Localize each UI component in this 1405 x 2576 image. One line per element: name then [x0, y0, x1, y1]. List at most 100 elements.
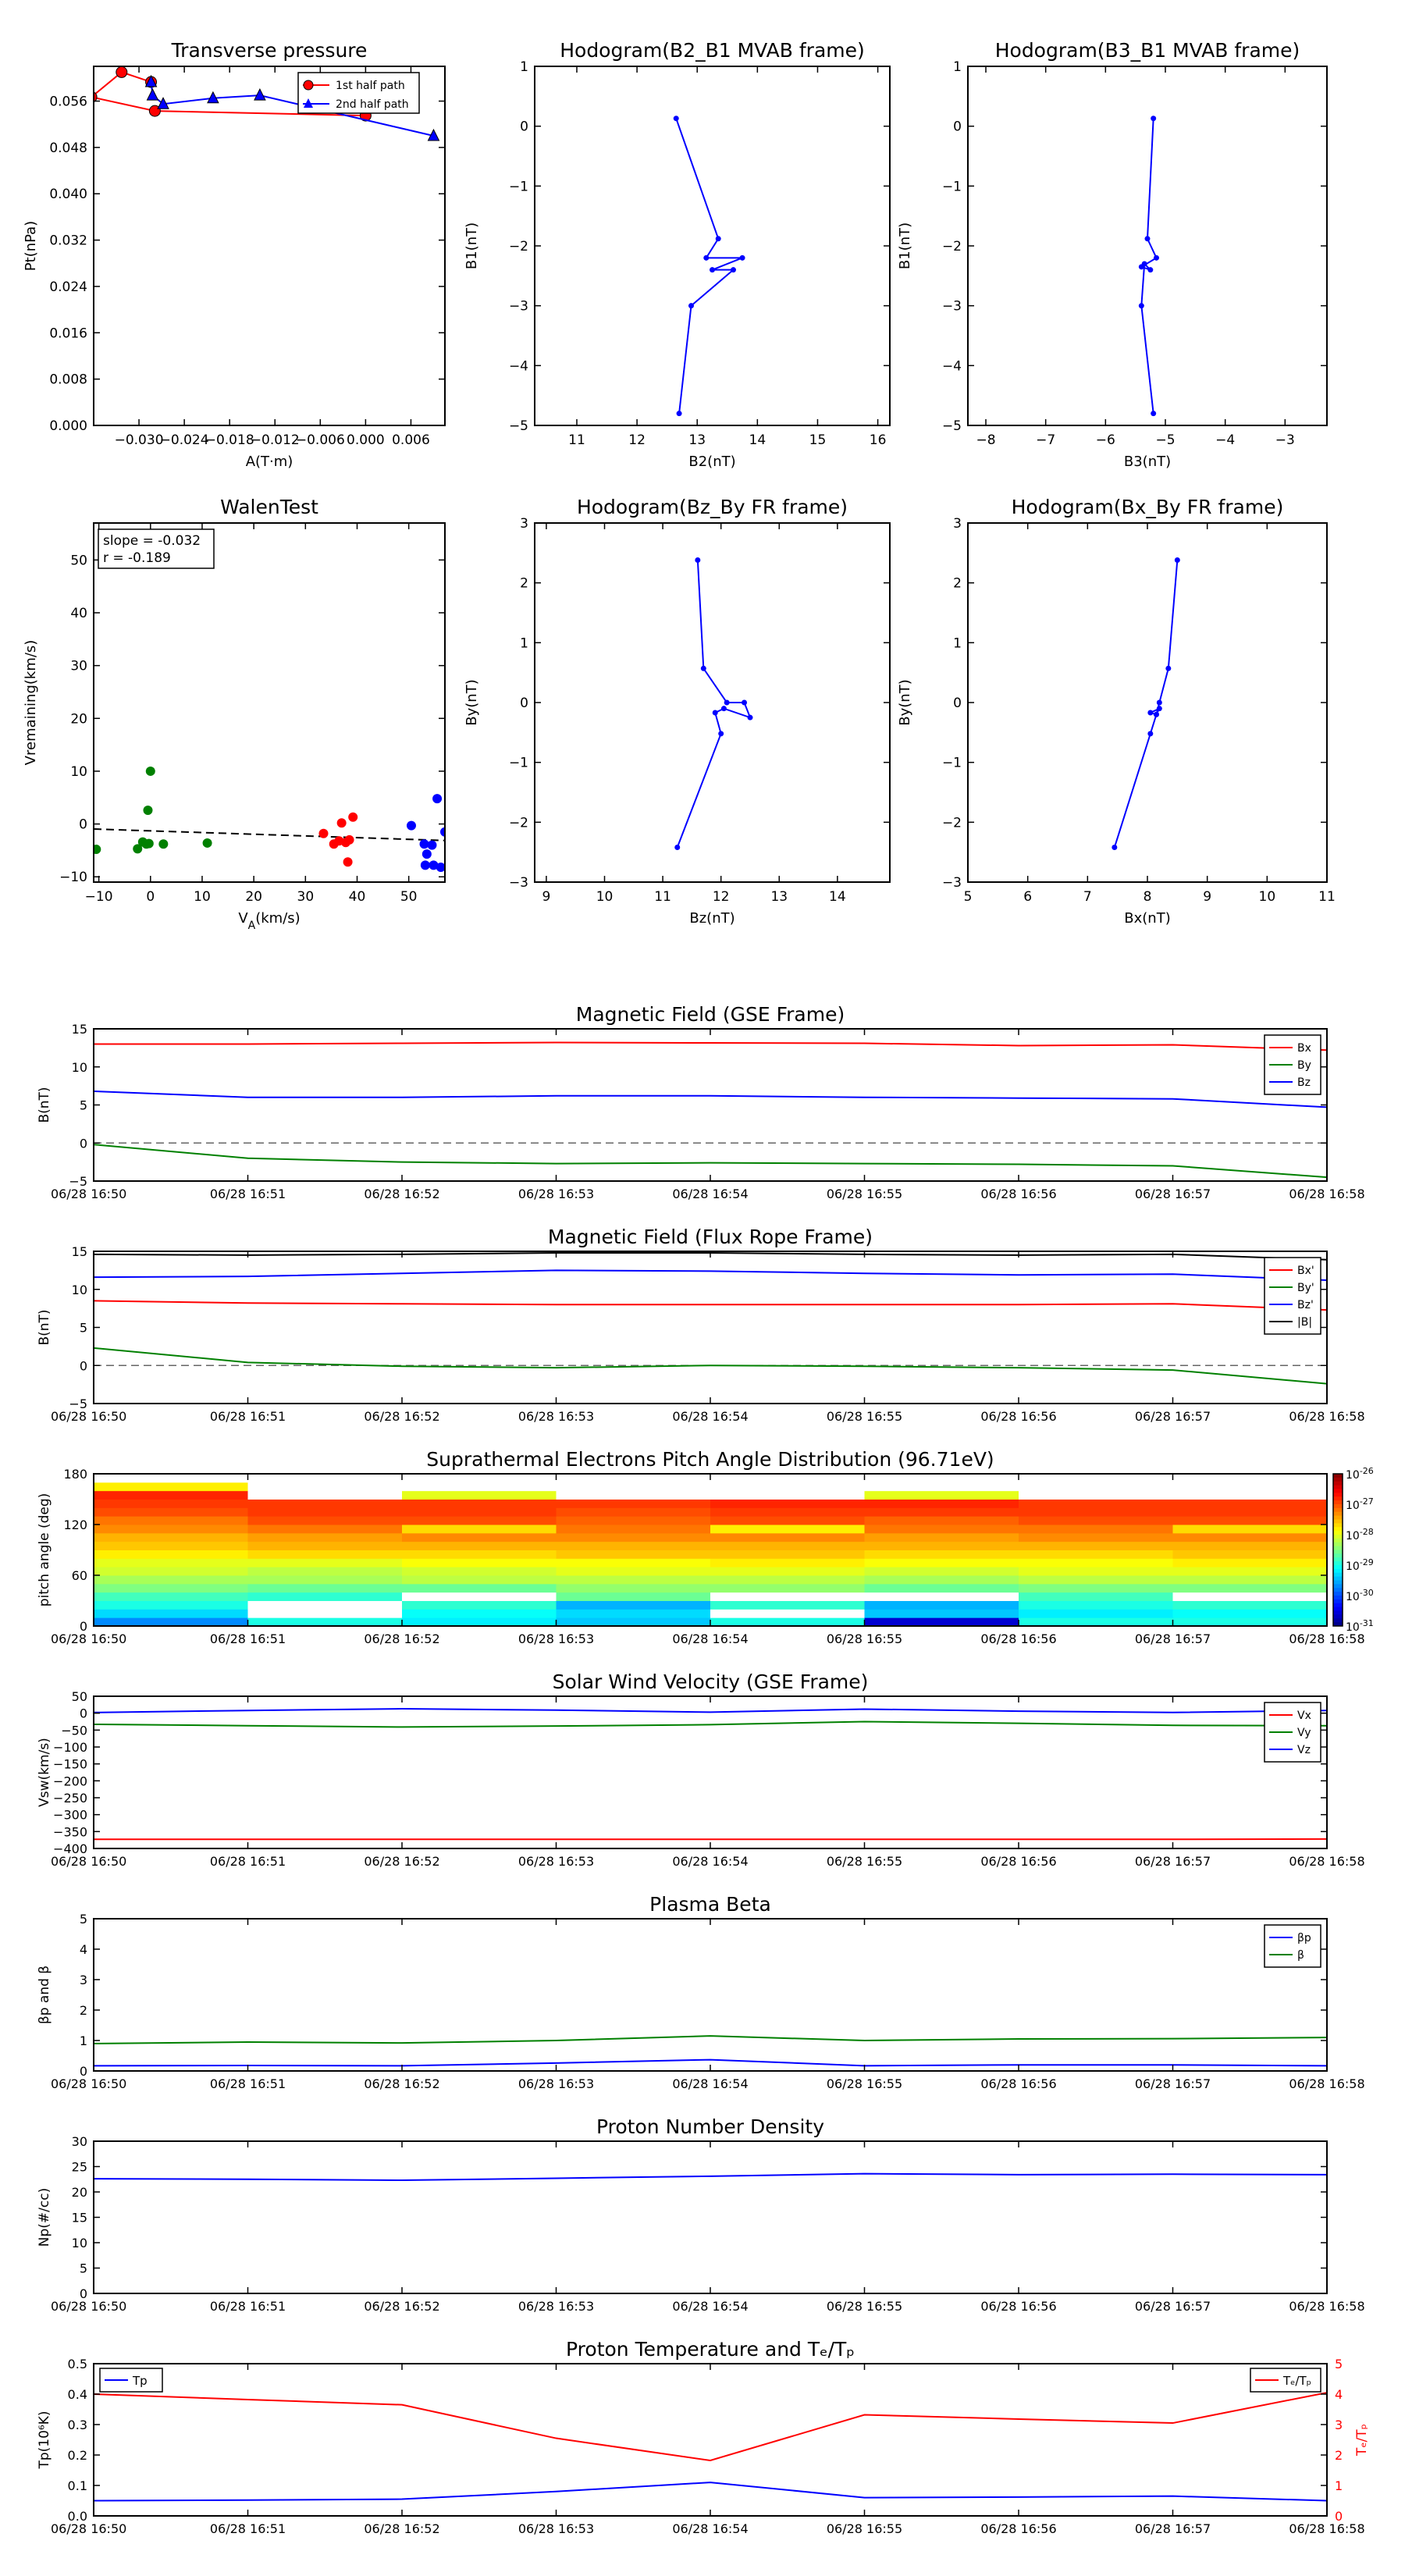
hodo-bzby-ytick-label: 3 — [520, 516, 528, 532]
pad-cell — [1172, 1575, 1328, 1585]
pad-colorbar-step — [1333, 1565, 1343, 1570]
pad-cell — [556, 1525, 711, 1534]
walen-xtick-label: 20 — [245, 889, 262, 905]
pad-cell — [402, 1583, 557, 1593]
pad-cell — [710, 1600, 865, 1610]
vsw-ytick-label: −350 — [53, 1824, 87, 1839]
transverse-legend-label: 1st half path — [336, 80, 405, 92]
walen-point — [429, 860, 439, 870]
vsw-ylabel: Vsw(km/s) — [37, 1738, 52, 1807]
pad-cell — [556, 1532, 711, 1542]
walen-annotation-box — [98, 528, 215, 569]
pad-cell — [247, 1490, 403, 1500]
beta-legend-box — [1264, 1924, 1321, 1968]
pad-cell — [1172, 1550, 1328, 1559]
pad-colorbar-step — [1333, 1527, 1343, 1532]
pad-cell — [556, 1567, 711, 1576]
np-ylabel: Np(#/cc) — [37, 2188, 52, 2247]
walen-fit-line — [94, 828, 445, 841]
np-xtick-label: 06/28 16:50 — [51, 2299, 126, 2314]
hodo-b3b1-point — [1151, 411, 1157, 417]
hodo-bxby-xtick-label: 8 — [1144, 889, 1152, 905]
vsw-legend-label: Vx — [1297, 1710, 1311, 1722]
pad-cell — [864, 1583, 1019, 1593]
transverse-point — [116, 66, 128, 78]
transverse-title: Transverse pressure — [171, 39, 368, 62]
pad-cell — [710, 1617, 865, 1627]
pad-cell — [402, 1600, 557, 1610]
pad-cell — [402, 1592, 557, 1601]
pad-cell — [864, 1516, 1019, 1525]
np-ytick-label: 15 — [72, 2211, 87, 2226]
beta-xtick-label: 06/28 16:52 — [364, 2076, 439, 2091]
bfr-xtick-label: 06/28 16:54 — [672, 1409, 748, 1424]
beta-series-2-line — [94, 2035, 1327, 2044]
pad-cell — [864, 1490, 1019, 1500]
transverse-xtick-label: 0.000 — [347, 432, 385, 448]
pad-cell — [556, 1592, 711, 1601]
pad-cell — [94, 1482, 248, 1492]
walen-ytick-label: 20 — [70, 711, 87, 727]
hodo-b3b1-point — [1141, 261, 1147, 267]
pad-cell — [710, 1583, 865, 1593]
hodo-bzby-ytick-label: −3 — [509, 875, 528, 891]
pad-title: Suprathermal Electrons Pitch Angle Distr… — [426, 1448, 994, 1471]
tp-legend-right-label: Tₑ/Tₚ — [1282, 2374, 1311, 2388]
tp-series-1-line — [94, 2482, 1327, 2502]
vsw-xtick-label: 06/28 16:51 — [210, 1854, 286, 1869]
hodo-bzby-point — [718, 731, 724, 737]
beta-xtick-label: 06/28 16:54 — [672, 2076, 748, 2091]
pad-cell — [556, 1617, 711, 1627]
bgse-ylabel: B(nT) — [37, 1087, 52, 1123]
hodo-b2b1-point — [676, 411, 682, 417]
beta-ytick-label: 1 — [80, 2033, 87, 2048]
hodo-bzby-line — [676, 560, 752, 848]
bgse-xtick-label: 06/28 16:54 — [672, 1187, 748, 1201]
hodo-bzby-point — [700, 665, 706, 671]
pad-cell — [402, 1532, 557, 1542]
hodo-b2b1-point — [715, 236, 721, 242]
hodo-bxby-ytick-label: 0 — [953, 696, 962, 711]
pad-cell — [402, 1558, 557, 1567]
transverse-legend-label: 2nd half path — [336, 98, 409, 111]
tp-xtick-label: 06/28 16:58 — [1289, 2521, 1364, 2536]
beta-ylabel: βp and β — [37, 1966, 52, 2024]
hodo-bzby-ylabel: By(nT) — [464, 679, 480, 725]
hodo-b2b1-ytick-label: −1 — [509, 179, 528, 194]
vsw-frame — [93, 1695, 1328, 1849]
pad-colorbar-frame — [1332, 1473, 1343, 1627]
walen-point — [343, 857, 353, 867]
bfr-legend-label: |B| — [1297, 1316, 1312, 1329]
pad-cell — [864, 1558, 1019, 1567]
pad-cell — [710, 1592, 865, 1601]
pad-xtick-label: 06/28 16:52 — [364, 1631, 439, 1646]
hodo-bxby-line — [1113, 560, 1179, 848]
np-ytick-label: 5 — [80, 2261, 87, 2276]
hodo-b2b1-point — [730, 267, 736, 273]
hodo-b3b1-panel: Hodogram(B3_B1 MVAB frame) −8 −7 −6 −5 −4 −3 1 0… — [897, 39, 1328, 470]
bfr-legend-label: Bx' — [1297, 1265, 1314, 1277]
pad-cell — [556, 1541, 711, 1550]
vsw-panel: Solar Wind Velocity (GSE Frame) 06/28 16:… — [37, 1670, 1365, 1869]
hodo-bxby-ytick-label: −1 — [942, 756, 962, 771]
pad-colorbar-step — [1333, 1588, 1343, 1592]
pad-xtick-label: 06/28 16:50 — [51, 1631, 126, 1646]
pad-cell — [556, 1558, 711, 1567]
pad-cell — [94, 1583, 248, 1593]
walen-point — [344, 834, 354, 845]
pad-cell — [1019, 1600, 1173, 1610]
transverse-xtick-label: −0.018 — [205, 432, 254, 448]
np-xtick-label: 06/28 16:58 — [1289, 2299, 1364, 2314]
pad-colorbar-step — [1333, 1496, 1343, 1501]
hodo-bzby-frame — [534, 522, 891, 883]
pad-cell — [1019, 1550, 1173, 1559]
transverse-point — [144, 74, 158, 87]
pad-cell — [864, 1617, 1019, 1627]
vsw-xtick-label: 06/28 16:57 — [1135, 1854, 1211, 1869]
vsw-legend-label: Vy — [1297, 1727, 1311, 1739]
pad-cell — [1172, 1507, 1328, 1517]
pad-cell — [1019, 1592, 1173, 1601]
hodo-bxby-point — [1147, 731, 1154, 737]
